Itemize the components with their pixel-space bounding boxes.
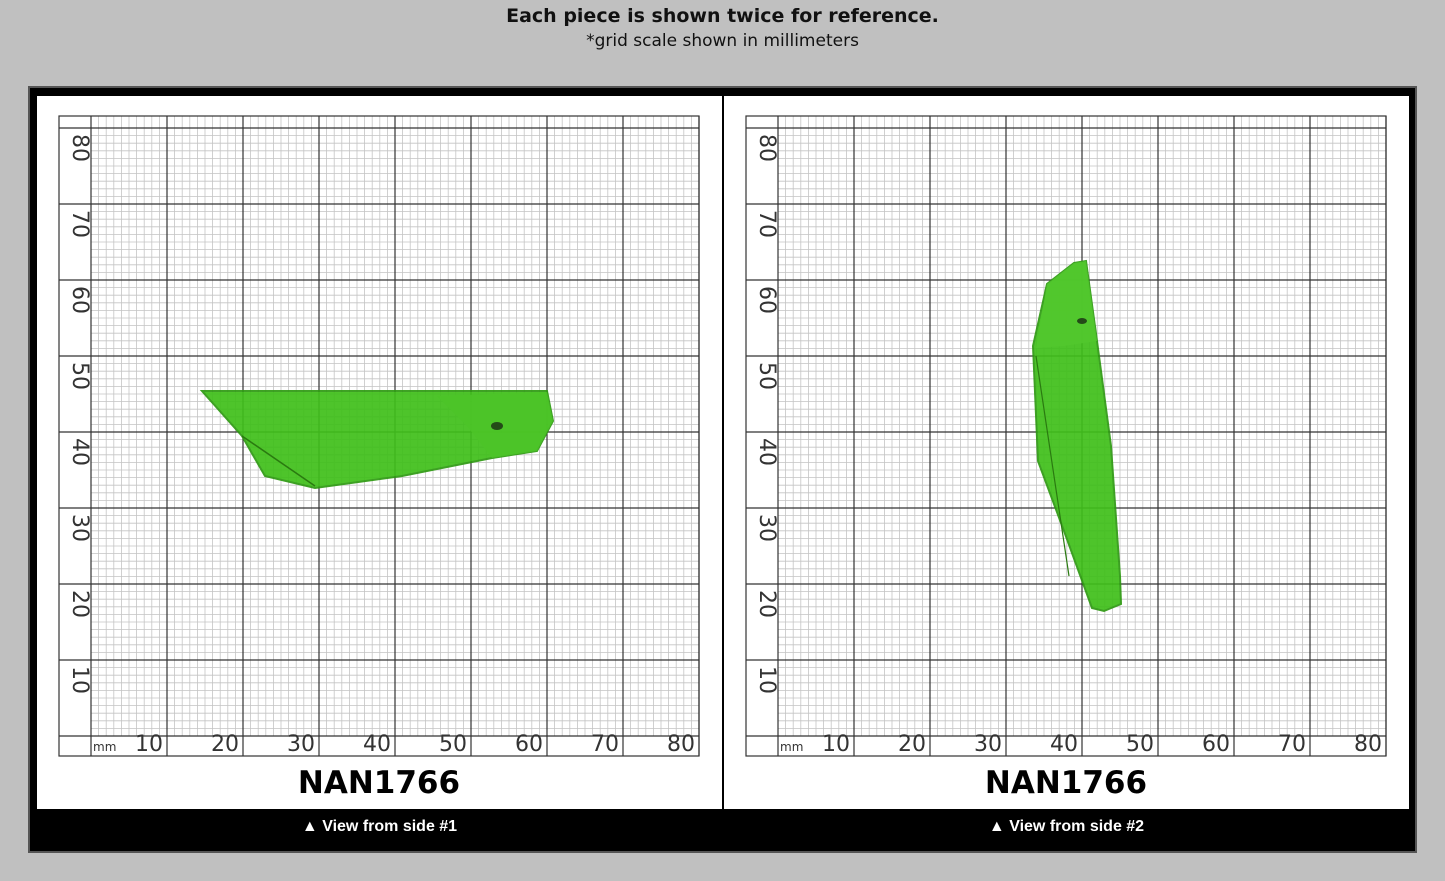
header-subtitle: *grid scale shown in millimeters (586, 31, 859, 51)
y-tick-label: 30 (67, 514, 92, 542)
x-tick-label: 50 (1126, 732, 1154, 757)
x-tick-label: 70 (591, 732, 619, 757)
grid-border (745, 115, 1387, 757)
x-tick-label: 30 (974, 732, 1002, 757)
grid-minor-lines (778, 116, 1386, 736)
y-tick-label: 20 (754, 590, 779, 618)
x-tick-label: 60 (1202, 732, 1230, 757)
y-tick-label: 50 (67, 362, 92, 390)
photo-panel-side-2: 80 70 60 50 40 30 20 10 10 20 30 40 50 6… (724, 96, 1409, 809)
x-tick-label: 50 (439, 732, 467, 757)
x-tick-label: 20 (211, 732, 239, 757)
y-axis-labels: 80 70 60 50 40 30 20 10 (754, 134, 779, 694)
x-tick-label: 80 (667, 732, 695, 757)
x-tick-label: 40 (363, 732, 391, 757)
y-tick-label: 70 (754, 210, 779, 238)
y-tick-label: 40 (754, 438, 779, 466)
x-tick-label: 10 (135, 732, 163, 757)
x-axis-labels: 10 20 30 40 50 60 70 80 (135, 732, 695, 757)
x-tick-label: 80 (1354, 732, 1382, 757)
y-tick-label: 20 (67, 590, 92, 618)
y-tick-label: 30 (754, 514, 779, 542)
photo-panel-side-1: 80 70 60 50 40 30 20 10 10 20 30 40 50 6… (37, 96, 722, 809)
x-tick-label: 10 (822, 732, 850, 757)
x-axis-labels: 10 20 30 40 50 60 70 80 (822, 732, 1382, 757)
y-tick-label: 60 (67, 286, 92, 314)
specimen-id-label: NAN1766 (298, 765, 460, 801)
y-tick-label: 60 (754, 286, 779, 314)
view-caption-side-2: ▲ View from side #2 (988, 818, 1145, 835)
graph-paper-2: 80 70 60 50 40 30 20 10 10 20 30 40 50 6… (745, 115, 1387, 801)
y-axis-labels: 80 70 60 50 40 30 20 10 (67, 134, 92, 694)
y-tick-label: 10 (754, 666, 779, 694)
y-tick-label: 80 (754, 134, 779, 162)
x-tick-label: 70 (1278, 732, 1306, 757)
unit-label: mm (780, 740, 803, 754)
y-tick-label: 40 (67, 438, 92, 466)
y-tick-label: 70 (67, 210, 92, 238)
specimen-id-label: NAN1766 (985, 765, 1147, 801)
x-tick-label: 40 (1050, 732, 1078, 757)
x-tick-label: 60 (515, 732, 543, 757)
view-caption-side-1: ▲ View from side #1 (301, 818, 458, 835)
crystal-specimen (1031, 259, 1123, 613)
x-tick-label: 20 (898, 732, 926, 757)
grid-major-lines (58, 115, 700, 757)
y-tick-label: 10 (67, 666, 92, 694)
y-tick-label: 50 (754, 362, 779, 390)
x-tick-label: 30 (287, 732, 315, 757)
graph-paper-1: 80 70 60 50 40 30 20 10 10 20 30 40 50 6… (58, 115, 700, 801)
y-tick-label: 80 (67, 134, 92, 162)
crystal-specimen (199, 390, 555, 490)
grid-border (58, 115, 700, 757)
unit-label: mm (93, 740, 116, 754)
header-title: Each piece is shown twice for reference. (506, 5, 939, 27)
